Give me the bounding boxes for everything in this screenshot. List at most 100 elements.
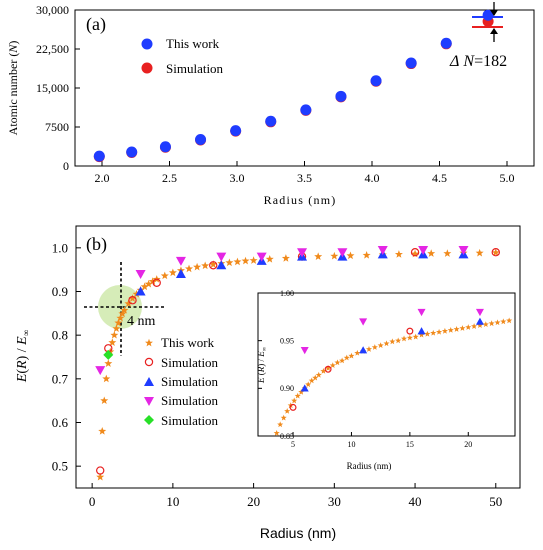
panel-a-point-this-work <box>405 57 417 69</box>
panel-b-frame <box>75 225 521 489</box>
panel-b-point-star <box>330 251 339 260</box>
inset-point-triangle-down <box>300 347 309 355</box>
panel-b-point-star <box>475 248 484 257</box>
legend-a-simulation: Simulation <box>141 61 224 76</box>
inset-point-triangle-up <box>300 384 309 392</box>
panel-b-point-star <box>108 338 117 346</box>
panel-b-x-tick-label: 30 <box>328 494 341 509</box>
panel-b-legend: This work Simulation Simulation Simulati… <box>144 335 219 428</box>
panel-a-y-tick-label: 0 <box>63 159 69 173</box>
inset-x-tick-label: 15 <box>406 440 414 449</box>
inset-point-star <box>424 330 431 337</box>
panel-b-point-star <box>98 427 107 435</box>
panel-b-point-star <box>120 306 129 314</box>
panel-b-point-star <box>201 261 210 270</box>
inset-point-star <box>377 342 384 349</box>
inset-x-tick-label: 5 <box>291 440 295 449</box>
inset-point-star <box>343 354 350 361</box>
inset-point-star <box>312 374 319 381</box>
panel-b-point-open-circle <box>152 278 161 287</box>
inset-point-triangle-up <box>417 327 426 335</box>
legend-a-this-work: This work <box>141 36 220 51</box>
inset-point-star <box>365 346 373 352</box>
inset-point-triangle-up <box>359 346 368 354</box>
panel-b-point-triangle-up <box>175 269 186 279</box>
panel-b-point-triangle-down <box>377 246 388 256</box>
panel-b-point-open-circle <box>96 466 105 475</box>
panel-b-point-open-circle <box>209 261 218 270</box>
panel-b-point-star <box>209 260 218 268</box>
panel-b-point-star <box>110 330 119 339</box>
inset-point-star <box>298 388 305 395</box>
inset-frame <box>257 292 516 437</box>
panel-a-point-this-work <box>159 141 171 153</box>
panel-a-y-tick-label: 15,000 <box>36 81 69 95</box>
panel-b-point-triangle-up <box>135 286 146 296</box>
inset-point-star <box>280 414 287 421</box>
inset-point-star <box>325 365 332 371</box>
inset-point-star <box>441 327 448 334</box>
inset-point-star <box>465 324 472 330</box>
highlight-4nm: 4 nm <box>84 262 165 356</box>
panel-b-axes: 0 10 20 30 40 50 0.5 0.6 0.7 0.8 0.9 1.0 <box>52 240 503 509</box>
panel-a-x-tick-label: 4.0 <box>365 171 380 185</box>
inset-point-star <box>459 325 466 331</box>
panel-b-point-star <box>128 294 137 302</box>
inset-point-star <box>339 357 346 364</box>
inset-point-star <box>371 344 378 350</box>
legend-a-simulation-label: Simulation <box>166 61 224 76</box>
inset-y-axis-label: E (R) / E∞ <box>256 347 268 384</box>
panel-b-y-tick-label: 0.5 <box>52 459 68 474</box>
legend-b-simulation-open-circle: Simulation <box>144 355 219 370</box>
inset-point-triangle-down <box>359 318 368 326</box>
inset-point-star <box>320 367 327 374</box>
inset-point-star <box>315 371 322 378</box>
panel-b-point-star <box>96 472 105 481</box>
inset-point-star <box>348 352 355 359</box>
inset-point-star <box>418 331 425 338</box>
panel-b-point-star <box>362 251 371 259</box>
inset-points <box>273 308 513 436</box>
panel-b-point-triangle-down <box>297 248 308 258</box>
inset-point-star <box>506 317 513 324</box>
panel-a-point-this-work <box>370 75 382 87</box>
legend-b-marker-diamond <box>144 415 154 425</box>
legend-b-diamond-label: Simulation <box>161 413 219 428</box>
panel-b-point-star <box>104 359 113 367</box>
legend-b-simulation-triangle-down: Simulation <box>144 393 219 408</box>
panel-b-point-star <box>225 258 234 267</box>
panel-b-point-triangle-down <box>256 252 267 262</box>
inset-y-tick-label: 0.95 <box>280 336 294 345</box>
panel-b-point-star <box>148 277 157 285</box>
panel-b-point-triangle-down <box>418 246 429 256</box>
delta-n-arrow-top-head <box>490 10 498 16</box>
panel-a-label: (a) <box>86 14 106 35</box>
inset-point-star <box>406 334 413 341</box>
panel-a-point-this-work <box>440 37 452 49</box>
panel-a-point-this-work <box>195 133 207 145</box>
legend-b-marker-triangle-down <box>144 397 154 406</box>
panel-a-point-this-work <box>335 90 347 102</box>
inset-point-star <box>334 359 341 366</box>
panel-a-y-tick-label: 30,000 <box>36 3 69 17</box>
panel-b-point-open-circle <box>128 296 137 305</box>
panel-b-point-star <box>116 313 125 322</box>
panel-b-point-open-circle <box>410 247 420 257</box>
inset-axes: 5 10 15 20 0.85 0.90 0.95 1.00 <box>258 289 472 449</box>
panel-a-point-this-work <box>300 104 312 116</box>
panel-a-frame <box>74 9 535 167</box>
inset-point-star <box>447 326 454 333</box>
panel-b-y-tick-label: 0.6 <box>52 415 69 430</box>
panel-b-point-star <box>491 248 500 257</box>
panel-a-point-this-work <box>93 150 105 162</box>
panel-b-point-star <box>411 249 420 258</box>
panel-b-point-star <box>144 279 153 288</box>
legend-b-open-circle-label: Simulation <box>161 355 219 370</box>
panel-a-y-tick-label: 22,500 <box>36 42 69 56</box>
legend-b-triangle-down-label: Simulation <box>161 393 219 408</box>
panel-b-point-star <box>193 262 202 271</box>
panel-b-point-triangle-up <box>216 260 227 270</box>
inset-y-tick-label: 0.85 <box>280 432 294 441</box>
inset-point-open-circle <box>406 327 414 335</box>
panel-b-point-triangle-down <box>175 256 186 266</box>
